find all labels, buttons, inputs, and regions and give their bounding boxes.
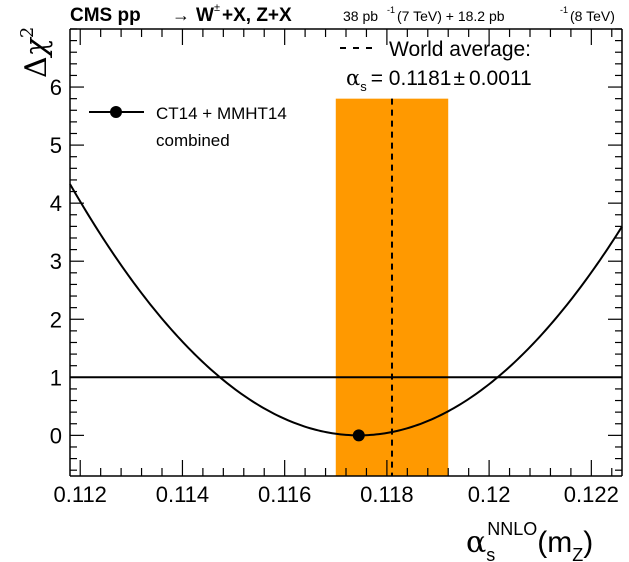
x-label-paren-close: ): [583, 526, 593, 559]
best-fit-point: [352, 429, 365, 442]
y-tick-label: 5: [50, 133, 62, 158]
header-lumi-8-energy: (8 TeV): [570, 8, 615, 24]
legend-alpha-symbol: α: [346, 66, 360, 90]
legend-alpha-eq: = 0.1181: [371, 67, 452, 90]
tick-labels-layer: 0.112 0.114 0.116 0.118 0.12 0.122 0 1 2 3 4 5 6: [50, 75, 619, 507]
header-experiment: CMS pp: [70, 5, 141, 26]
legend-alpha-sub: s: [360, 79, 367, 94]
legend-alpha-unc: 0.0011: [469, 67, 532, 90]
svg-text:Δχ2: Δχ2: [17, 27, 54, 78]
header-lumi-7: 38 pb: [343, 8, 378, 24]
header-lumi-8-exp: -1: [560, 5, 568, 15]
x-label-paren-open: (m: [537, 526, 572, 559]
legend-alpha-pm: ±: [453, 67, 465, 90]
chi2-parabola-curve: [69, 183, 623, 437]
header-arrow: →: [172, 5, 190, 25]
y-tick-label: 6: [50, 75, 62, 100]
y-tick-label: 0: [50, 423, 62, 448]
y-tick-label: 2: [50, 307, 62, 332]
chi2-curve-layer: [69, 183, 623, 442]
x-tick-label: 0.12: [468, 482, 511, 507]
y-tick-label: 3: [50, 249, 62, 274]
legend-fit-label-line2: combined: [156, 131, 230, 150]
y-label-exp: 2: [17, 27, 38, 38]
y-axis-label: Δχ2: [17, 27, 54, 78]
x-tick-label: 0.114: [156, 482, 209, 507]
legend-fit-label-line1: CT14 + MMHT14: [156, 104, 287, 123]
x-tick-label: 0.116: [258, 482, 311, 507]
header-pm: ±: [214, 2, 220, 14]
x-axis-label: αs NNLO(mZ): [466, 519, 593, 562]
x-tick-label: 0.112: [54, 482, 107, 507]
header-process-rest: +X, Z+X: [222, 5, 292, 26]
legend-fit-marker: [110, 106, 122, 118]
y-label-delta: Δ: [19, 56, 54, 78]
x-tick-label: 0.122: [564, 482, 619, 507]
x-label-mz-sub: Z: [572, 545, 583, 562]
x-label-sub: s: [486, 545, 495, 562]
x-label-sup: NNLO: [487, 519, 537, 539]
header-lumi-7-exp: -1: [387, 5, 395, 15]
x-label-alpha: α: [466, 525, 486, 560]
y-tick-label: 4: [50, 191, 62, 216]
y-label-chi: χ: [19, 36, 54, 58]
y-tick-label: 1: [50, 365, 62, 390]
x-tick-label: 0.118: [360, 482, 413, 507]
header-lumi-7-energy: (7 TeV) + 18.2 pb: [397, 8, 505, 24]
world-average-band-layer: [335, 98, 449, 476]
tick-marks-layer: [70, 28, 622, 476]
header-process-w: W: [196, 5, 214, 26]
legend-alpha-value: αs = 0.1181± 0.0011: [346, 66, 532, 94]
legend-world-average-label: World average:: [389, 38, 531, 61]
